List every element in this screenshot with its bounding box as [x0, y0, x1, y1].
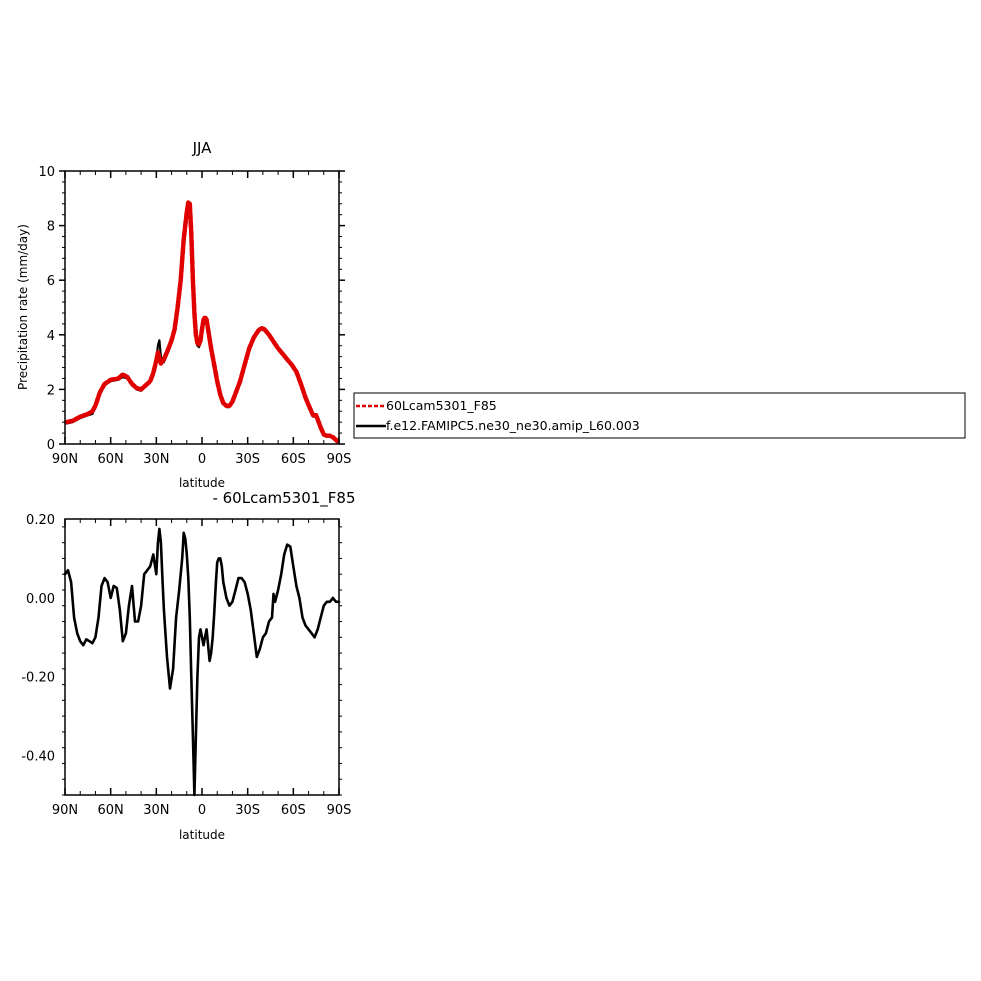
x-tick-label: 0: [198, 452, 206, 467]
top-axis-ticks: [59, 170, 345, 445]
y-tick-label: 2: [47, 383, 55, 398]
top-y-axis-label: Precipitation rate (mm/day): [16, 224, 30, 390]
x-tick-label: 30S: [235, 803, 260, 818]
top-x-axis-label: latitude: [179, 476, 225, 490]
series-line-black: [63, 527, 341, 797]
y-tick-label: 4: [47, 329, 55, 344]
y-tick-label: 10: [38, 165, 55, 180]
x-tick-label: 90S: [327, 452, 352, 467]
x-tick-label: 60S: [281, 803, 306, 818]
top-plot-frame: [64, 170, 340, 445]
bottom-axis-ticks: [62, 519, 342, 796]
bottom-plot-frame: [64, 518, 340, 796]
x-tick-label: 90N: [52, 803, 78, 818]
bottom-chart-panel: - 60Lcam5301_F85 latitude 90N 60N 30N 0 30S 6…: [21, 489, 355, 842]
bottom-series: [63, 527, 341, 797]
y-tick-label: 6: [47, 274, 55, 289]
y-tick-label: 8: [47, 220, 55, 235]
x-tick-label: 60N: [98, 452, 124, 467]
y-tick-label: 0.20: [26, 513, 55, 528]
y-tick-label: -0.40: [21, 750, 55, 765]
y-tick-label: 0.00: [26, 592, 55, 607]
legend-entry-2: f.e12.FAMIPC5.ne30_ne30.amip_L60.003: [386, 418, 640, 433]
x-tick-label: 90N: [52, 452, 78, 467]
bottom-tick-labels: 90N 60N 30N 0 30S 60S 90S 0.20 0.00 -0.20 -0.40: [21, 513, 351, 818]
top-chart-title: JJA: [192, 139, 213, 157]
legend-box: [353, 392, 966, 439]
legend-entry-1: 60Lcam5301_F85: [386, 398, 497, 413]
y-tick-label: 0: [47, 438, 55, 453]
x-tick-label: 0: [198, 803, 206, 818]
y-tick-label: -0.20: [21, 671, 55, 686]
top-series: [64, 200, 340, 444]
x-tick-label: 60N: [98, 803, 124, 818]
bottom-x-axis-label: latitude: [179, 828, 225, 842]
x-tick-label: 30S: [235, 452, 260, 467]
x-tick-label: 90S: [327, 803, 352, 818]
x-tick-label: 30N: [143, 452, 169, 467]
top-tick-labels: 90N 60N 30N 0 30S 60S 90S 0 2 4 6 8 10: [38, 165, 351, 467]
x-tick-label: 60S: [281, 452, 306, 467]
bottom-chart-title: - 60Lcam5301_F85: [212, 489, 355, 508]
top-chart-panel: JJA Precipitation rate (mm/day) latitude…: [16, 139, 351, 490]
x-tick-label: 30N: [143, 803, 169, 818]
series-line-red: [64, 200, 340, 444]
legend: 60Lcam5301_F85 f.e12.FAMIPC5.ne30_ne30.a…: [353, 392, 966, 439]
